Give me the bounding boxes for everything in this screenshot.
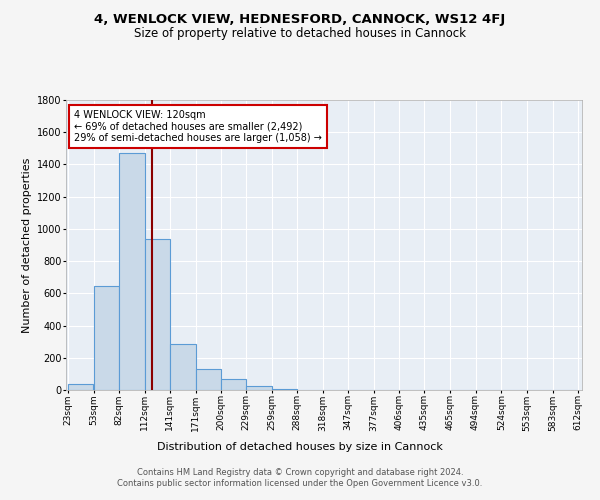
Bar bbox=[272, 389, 297, 390]
Bar bbox=[94, 286, 119, 390]
Bar bbox=[170, 344, 196, 390]
Text: 4 WENLOCK VIEW: 120sqm
← 69% of detached houses are smaller (2,492)
29% of semi-: 4 WENLOCK VIEW: 120sqm ← 69% of detached… bbox=[74, 110, 322, 143]
Bar bbox=[246, 386, 272, 390]
Bar bbox=[145, 238, 170, 390]
Text: Contains HM Land Registry data © Crown copyright and database right 2024.
Contai: Contains HM Land Registry data © Crown c… bbox=[118, 468, 482, 487]
Bar bbox=[196, 369, 221, 390]
Bar bbox=[119, 153, 145, 390]
Y-axis label: Number of detached properties: Number of detached properties bbox=[22, 158, 32, 332]
Text: 4, WENLOCK VIEW, HEDNESFORD, CANNOCK, WS12 4FJ: 4, WENLOCK VIEW, HEDNESFORD, CANNOCK, WS… bbox=[94, 12, 506, 26]
Bar bbox=[68, 384, 94, 390]
Bar bbox=[221, 378, 246, 390]
Text: Distribution of detached houses by size in Cannock: Distribution of detached houses by size … bbox=[157, 442, 443, 452]
Text: Size of property relative to detached houses in Cannock: Size of property relative to detached ho… bbox=[134, 28, 466, 40]
